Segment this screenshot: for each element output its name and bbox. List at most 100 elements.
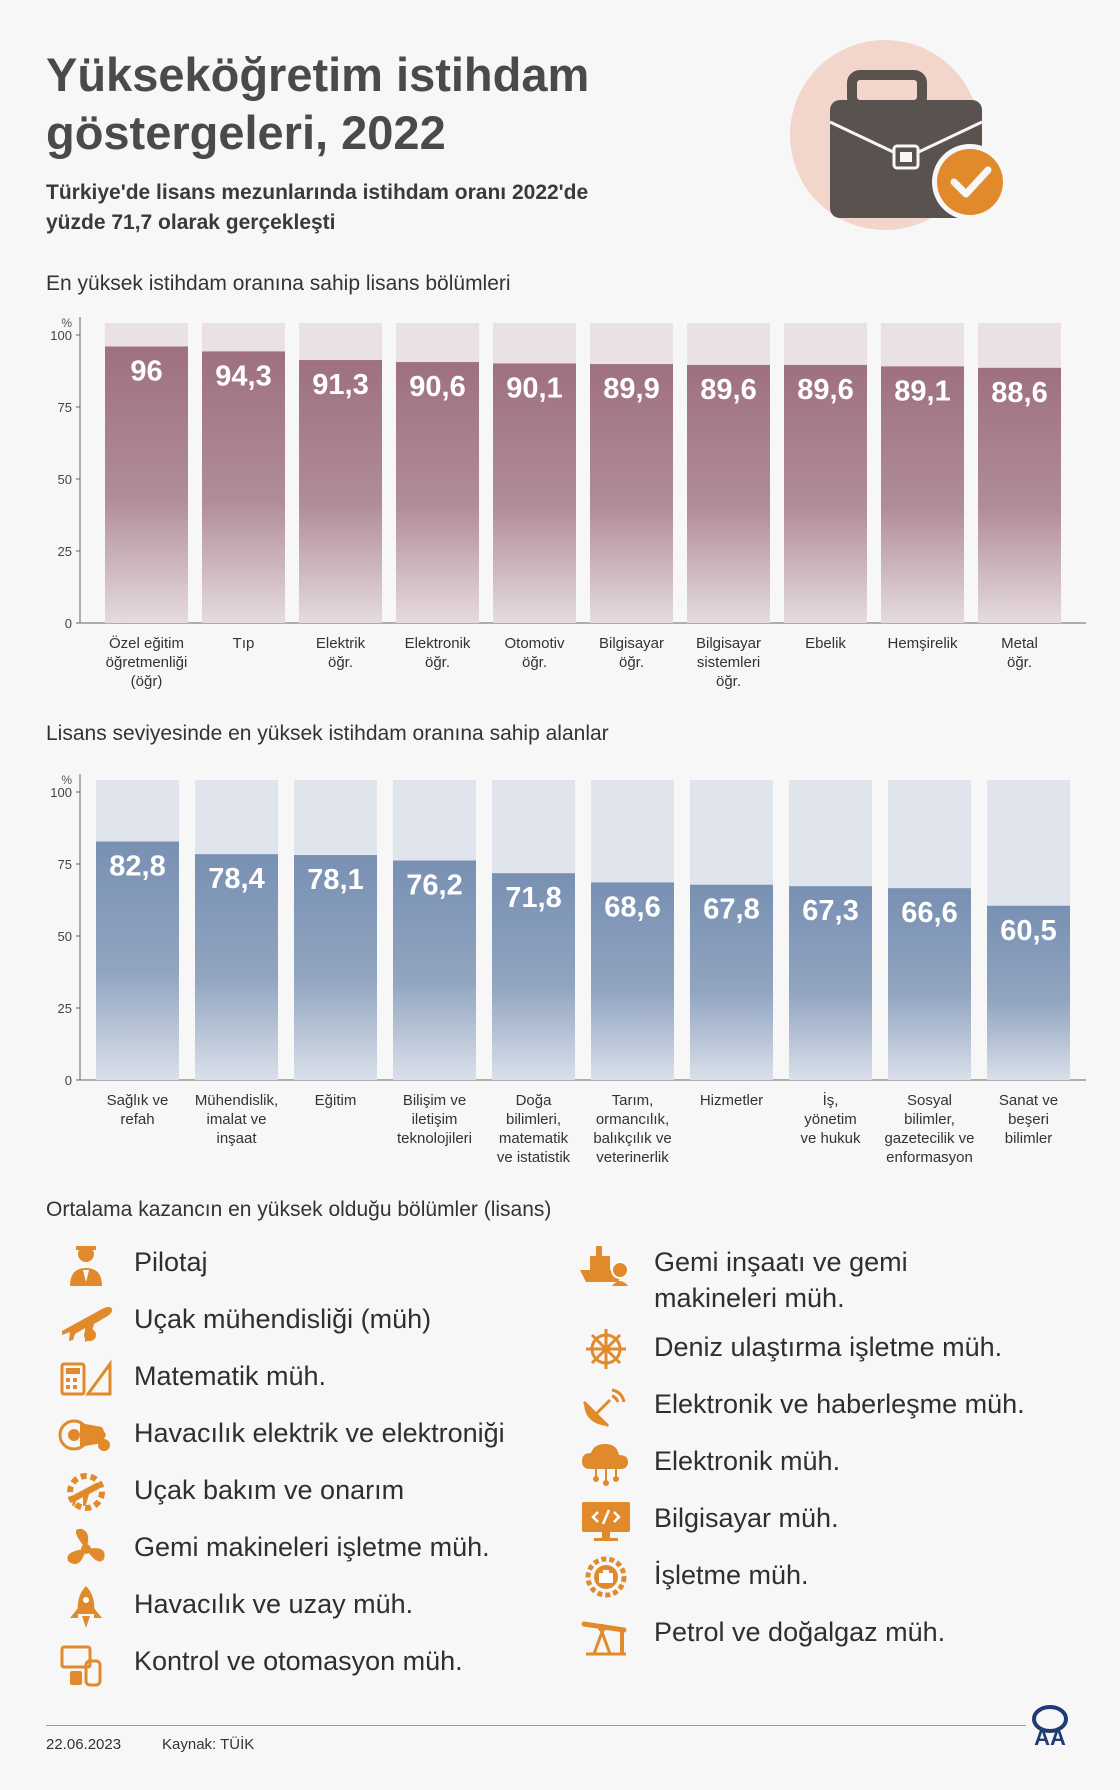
bar-value-label: 89,9 [603, 373, 659, 405]
title-line-1: Yükseköğretim istihdam [46, 48, 590, 101]
earnings-item-label: Gemi makineleri işletme müh. [134, 1529, 490, 1565]
bar [393, 860, 476, 1080]
earnings-item: Petrol ve doğalgaz müh. [576, 1610, 945, 1660]
bar [888, 888, 971, 1080]
ship-engineer-icon [580, 1246, 629, 1286]
chart2-title: Lisans seviyesinde en yüksek istihdam or… [46, 722, 609, 745]
bar-value-label: 89,1 [894, 375, 950, 407]
category-label: Bilişim ve iletişim teknolojileri [397, 1092, 472, 1147]
computer-code-icon [582, 1502, 630, 1541]
category-label: Hemşirelik [887, 635, 958, 652]
title-line-2: göstergeleri, 2022 [46, 106, 446, 159]
earnings-item-label: İşletme müh. [654, 1557, 809, 1593]
subtitle-line-1: Türkiye'de lisans mezunlarında istihdam … [46, 181, 589, 204]
bar [987, 905, 1070, 1080]
bar-value-label: 94,3 [215, 360, 271, 392]
bar [687, 364, 770, 623]
category-label: Bilgisayar sistemleri öğr. [696, 635, 761, 690]
earnings-label-line: Elektronik ve haberleşme müh. [654, 1389, 1025, 1419]
category-label: Metal öğr. [1001, 635, 1038, 671]
category-label: Elektrik öğr. [316, 635, 366, 671]
earnings-item: Elektronik müh. [576, 1439, 840, 1489]
earnings-label-line: İşletme müh. [654, 1560, 809, 1590]
earnings-item: Kontrol ve otomasyon müh. [56, 1639, 463, 1689]
earnings-item: Deniz ulaştırma işletme müh. [576, 1325, 1002, 1375]
bar-value-label: 76,2 [406, 870, 462, 902]
earnings-item: Havacılık elektrik ve elektroniği [56, 1411, 505, 1461]
y-tick-label: 25 [58, 1001, 72, 1016]
rocket-icon [70, 1586, 102, 1628]
earnings-item: Pilotaj [56, 1240, 208, 1290]
category-label: Elektronik öğr. [405, 635, 471, 671]
y-tick-label: 75 [58, 857, 72, 872]
ship-wheel-icon [586, 1329, 626, 1369]
category-label: Mühendislik, imalat ve inşaat [195, 1092, 278, 1147]
bar-value-label: 60,5 [1000, 915, 1056, 947]
earnings-title: Ortalama kazancın en yüksek olduğu bölüm… [46, 1198, 552, 1221]
y-tick-label: 0 [65, 1073, 72, 1088]
footer-divider [46, 1725, 1026, 1726]
earnings-item: Uçak bakım ve onarım [56, 1468, 404, 1518]
page-subtitle: Türkiye'de lisans mezunlarında istihdam … [46, 178, 686, 238]
earnings-label-line: Pilotaj [134, 1247, 208, 1277]
cloud-circuit-icon [582, 1444, 628, 1486]
svg-text:AA: AA [1034, 1725, 1066, 1747]
category-label: Doğa bilimleri, matematik ve istatistik [497, 1092, 571, 1166]
chart-fields-employment: % 0 25 50 75 100 82,8 Sağlık ve refah 78,4 Mühendi… [50, 773, 1086, 1166]
category-label: Tıp [233, 635, 255, 652]
airplane-icon [62, 1307, 113, 1342]
y-tick-label: 100 [50, 785, 72, 800]
earnings-label-line: Uçak bakım ve onarım [134, 1475, 405, 1505]
earnings-item: Matematik müh. [56, 1354, 326, 1404]
earnings-item-label: Bilgisayar müh. [654, 1500, 839, 1536]
earnings-item-label: Uçak mühendisliği (müh) [134, 1301, 431, 1337]
y-tick-label: 50 [58, 929, 72, 944]
bar-value-label: 88,6 [991, 377, 1047, 409]
category-label: Özel eğitim öğretmenliği (öğr) [106, 634, 188, 690]
category-label: Eğitim [315, 1092, 357, 1109]
earnings-item-label: Uçak bakım ve onarım [134, 1472, 404, 1508]
earnings-item-label: Kontrol ve otomasyon müh. [134, 1643, 463, 1679]
bar [789, 886, 872, 1080]
bar [590, 364, 673, 623]
earnings-item-label: Petrol ve doğalgaz müh. [654, 1614, 945, 1650]
bar-value-label: 89,6 [797, 374, 853, 406]
bar [96, 841, 179, 1080]
bar [784, 364, 867, 623]
chart-majors-employment: % 0 25 50 75 100 96 Özel eğitim öğretmenliği (öğr… [50, 316, 1086, 690]
category-label: Ebelik [805, 635, 846, 652]
bar [396, 362, 479, 623]
bar-value-label: 91,3 [312, 369, 368, 401]
bar-value-label: 78,4 [208, 863, 264, 895]
control-devices-icon [60, 1645, 102, 1687]
footer-date: 22.06.2023 [46, 1736, 122, 1753]
propeller-icon [67, 1528, 105, 1565]
jet-engine-icon [58, 1419, 110, 1451]
bar-value-label: 82,8 [109, 851, 165, 883]
earnings-item-label: Havacılık ve uzay müh. [134, 1586, 413, 1622]
earnings-item-label: Elektronik müh. [654, 1443, 840, 1479]
bar-value-label: 71,8 [505, 882, 561, 914]
bar [299, 360, 382, 623]
y-tick-label: 0 [65, 616, 72, 631]
subtitle-line-2: yüzde 71,7 olarak gerçekleşti [46, 211, 336, 234]
footer-source: Kaynak: TÜİK [162, 1736, 255, 1753]
earnings-item: Bilgisayar müh. [576, 1496, 839, 1546]
bar [492, 873, 575, 1080]
bar [105, 346, 188, 623]
category-label: Sosyal bilimler, gazetecilik ve enformasyon [884, 1092, 974, 1166]
bar-value-label: 67,3 [802, 895, 858, 927]
y-unit-label: % [61, 773, 72, 787]
category-label: Bilgisayar öğr. [599, 635, 664, 671]
earnings-item-label: Havacılık elektrik ve elektroniği [134, 1415, 505, 1451]
bar-value-label: 89,6 [700, 374, 756, 406]
bar [978, 367, 1061, 623]
earnings-label-line: Deniz ulaştırma işletme müh. [654, 1332, 1003, 1362]
bar-value-label: 96 [130, 356, 162, 388]
earnings-list: Pilotaj Uçak mühendisliği (müh) Matematik … [56, 1240, 1066, 1690]
earnings-item: İşletme müh. [576, 1553, 809, 1603]
page-title: Yükseköğretim istihdam göstergeleri, 202… [46, 46, 589, 162]
bar [195, 854, 278, 1080]
earnings-label-line: Elektronik müh. [654, 1446, 841, 1476]
bar-value-label: 90,6 [409, 371, 465, 403]
